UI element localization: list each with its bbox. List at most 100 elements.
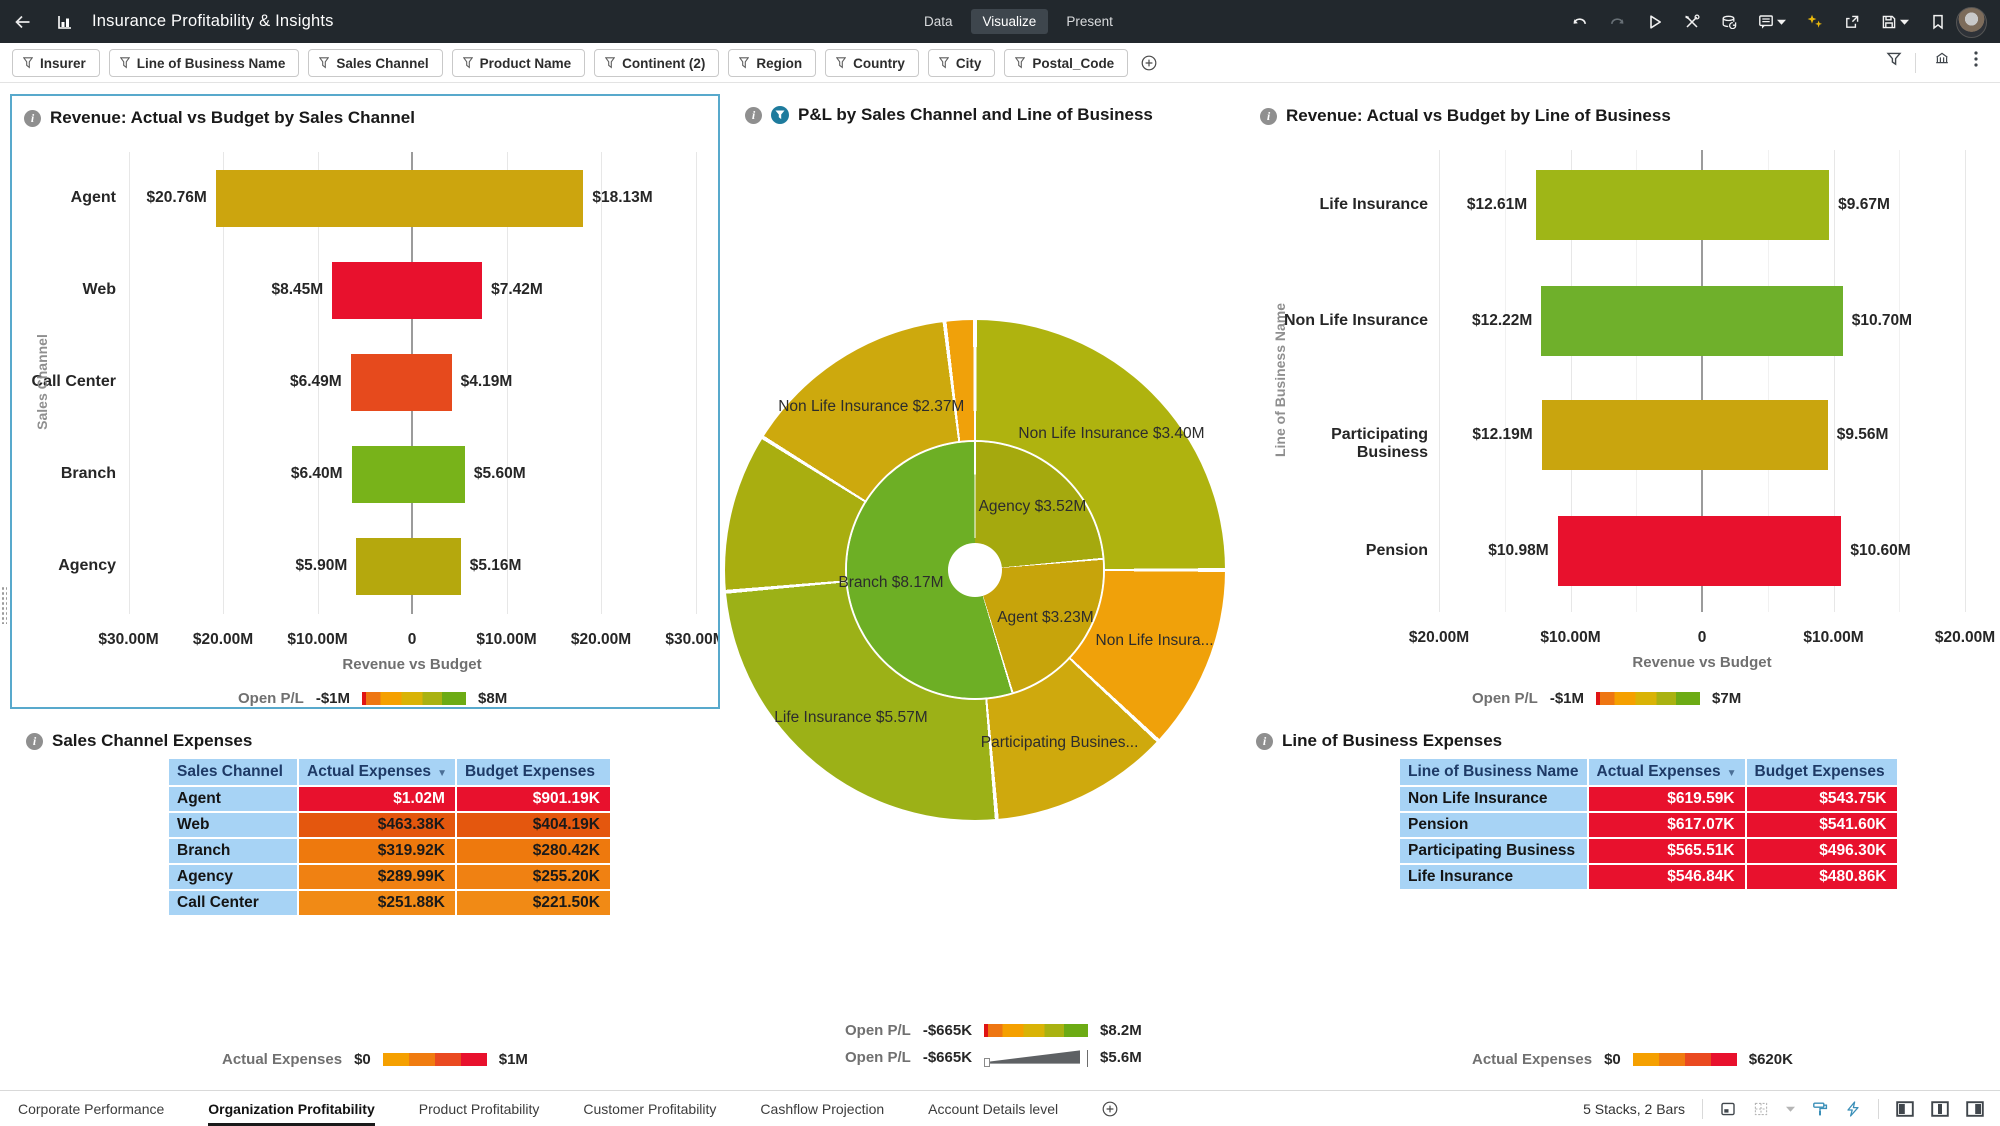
row-label[interactable]: Agency: [169, 865, 297, 889]
tools-icon[interactable]: [1684, 13, 1700, 30]
paint-roller-icon[interactable]: [1812, 1101, 1828, 1117]
undo-icon[interactable]: [1571, 15, 1588, 28]
canvas-tab-corporate-performance[interactable]: Corporate Performance: [18, 1100, 165, 1117]
info-icon[interactable]: i: [1256, 732, 1273, 750]
budget-expenses-cell[interactable]: $480.86K: [1746, 865, 1897, 889]
info-icon[interactable]: i: [1260, 107, 1277, 125]
canvas-tab-cashflow-projection[interactable]: Cashflow Projection: [760, 1100, 885, 1117]
filter-chip-country[interactable]: Country: [825, 49, 919, 77]
chart-panel-revenue-by-line-of-business[interactable]: i Revenue: Actual vs Budget by Line of B…: [1256, 94, 2000, 705]
header-tab-visualize[interactable]: Visualize: [970, 9, 1049, 34]
actual-expenses-cell[interactable]: $251.88K: [299, 891, 455, 915]
actual-bar-non-life-insurance[interactable]: [1541, 286, 1702, 356]
budget-bar-pension[interactable]: [1702, 516, 1842, 586]
column-header-budget-expenses[interactable]: Budget Expenses: [456, 759, 610, 785]
actual-expenses-cell[interactable]: $319.92K: [299, 839, 455, 863]
header-tab-present[interactable]: Present: [1066, 14, 1113, 29]
add-canvas-icon[interactable]: [1102, 1101, 1118, 1117]
canvas-tab-product-profitability[interactable]: Product Profitability: [418, 1100, 540, 1117]
row-label[interactable]: Agent: [169, 787, 297, 811]
avatar[interactable]: [1956, 7, 1987, 38]
column-header-actual-expenses[interactable]: Actual Expenses ▼: [299, 759, 455, 785]
row-label[interactable]: Non Life Insurance: [1400, 787, 1587, 811]
budget-bar-agency[interactable]: [412, 537, 461, 595]
layout-right-icon[interactable]: [1966, 1100, 1984, 1117]
budget-expenses-cell[interactable]: $901.19K: [456, 787, 610, 811]
actual-expenses-cell[interactable]: $463.38K: [299, 813, 455, 837]
bookmark-icon[interactable]: [1930, 14, 1946, 30]
filter-chip-insurer[interactable]: Insurer: [12, 49, 100, 77]
notes-icon[interactable]: [1758, 14, 1786, 30]
filter-chip-continent-2[interactable]: Continent (2): [594, 49, 720, 77]
row-label[interactable]: Branch: [169, 839, 297, 863]
budget-bar-call-center[interactable]: [412, 353, 452, 411]
panel-drag-handle[interactable]: [1, 586, 7, 624]
budget-expenses-cell[interactable]: $496.30K: [1746, 839, 1897, 863]
canvas-tab-organization-profitability[interactable]: Organization Profitability: [208, 1091, 376, 1126]
budget-bar-non-life-insurance[interactable]: [1702, 286, 1843, 356]
auto-insights-icon[interactable]: [1807, 14, 1823, 29]
row-label[interactable]: Web: [169, 813, 297, 837]
column-header-sales-channel[interactable]: Sales Channel: [169, 759, 297, 785]
layout-center-icon[interactable]: [1931, 1100, 1949, 1117]
filter-chip-line-of-business-name[interactable]: Line of Business Name: [108, 49, 300, 77]
actual-expenses-cell[interactable]: $619.59K: [1588, 787, 1745, 811]
actual-expenses-cell[interactable]: $289.99K: [299, 865, 455, 889]
lightning-icon[interactable]: [1845, 1100, 1861, 1117]
header-tab-data[interactable]: Data: [924, 14, 953, 29]
present-play-icon[interactable]: [1647, 14, 1663, 30]
row-label[interactable]: Life Insurance: [1400, 865, 1587, 889]
filter-chip-postal-code[interactable]: Postal_Code: [1004, 49, 1129, 77]
layout-left-icon[interactable]: [1896, 1100, 1914, 1117]
actual-bar-call-center[interactable]: [350, 353, 412, 411]
actual-bar-participating-business[interactable]: [1541, 400, 1702, 470]
row-label[interactable]: Call Center: [169, 891, 297, 915]
share-icon[interactable]: [1844, 14, 1860, 30]
filter-chip-product-name[interactable]: Product Name: [451, 49, 586, 77]
sunburst-inner-ring[interactable]: [847, 442, 1103, 698]
canvas-tab-account-details-level[interactable]: Account Details level: [928, 1100, 1059, 1117]
chart-panel-revenue-by-sales-channel[interactable]: i Revenue: Actual vs Budget by Sales Cha…: [10, 94, 720, 709]
column-header-actual-expenses[interactable]: Actual Expenses ▼: [1588, 759, 1745, 785]
filter-chip-city[interactable]: City: [927, 49, 996, 77]
actual-bar-web[interactable]: [332, 261, 412, 319]
kebab-menu-icon[interactable]: [1974, 51, 1978, 67]
budget-expenses-cell[interactable]: $541.60K: [1746, 813, 1897, 837]
budget-expenses-cell[interactable]: $280.42K: [456, 839, 610, 863]
budget-expenses-cell[interactable]: $404.19K: [456, 813, 610, 837]
actual-bar-agent[interactable]: [215, 169, 412, 227]
budget-expenses-cell[interactable]: $221.50K: [456, 891, 610, 915]
budget-bar-agent[interactable]: [412, 169, 584, 227]
actual-bar-branch[interactable]: [351, 445, 412, 503]
row-label[interactable]: Pension: [1400, 813, 1587, 837]
info-icon[interactable]: i: [26, 732, 43, 750]
viz-settings-icon[interactable]: [1934, 51, 1950, 66]
filter-chip-region[interactable]: Region: [728, 49, 817, 77]
filter-chip-sales-channel[interactable]: Sales Channel: [308, 49, 443, 77]
actual-expenses-cell[interactable]: $1.02M: [299, 787, 455, 811]
actual-expenses-cell[interactable]: $565.51K: [1588, 839, 1745, 863]
info-icon[interactable]: i: [745, 106, 762, 124]
actual-expenses-cell[interactable]: $617.07K: [1588, 813, 1745, 837]
budget-bar-participating-business[interactable]: [1702, 400, 1828, 470]
actual-bar-pension[interactable]: [1557, 516, 1702, 586]
filter-funnel-icon[interactable]: [1886, 51, 1902, 67]
add-filter-icon[interactable]: [1141, 55, 1157, 71]
data-refresh-icon[interactable]: [1721, 15, 1737, 29]
info-icon[interactable]: i: [24, 109, 41, 127]
grid-caret-icon[interactable]: [1786, 1106, 1795, 1112]
filter-applied-icon[interactable]: [771, 106, 789, 124]
back-arrow-icon[interactable]: [0, 0, 44, 43]
actual-bar-agency[interactable]: [356, 537, 412, 595]
budget-bar-web[interactable]: [412, 261, 483, 319]
grid-icon[interactable]: [1753, 1101, 1769, 1117]
column-header-line-of-business-name[interactable]: Line of Business Name: [1400, 759, 1587, 785]
actual-bar-life-insurance[interactable]: [1536, 170, 1702, 240]
budget-expenses-cell[interactable]: $255.20K: [456, 865, 610, 889]
budget-bar-life-insurance[interactable]: [1702, 170, 1830, 240]
column-header-budget-expenses[interactable]: Budget Expenses: [1746, 759, 1897, 785]
row-label[interactable]: Participating Business: [1400, 839, 1587, 863]
save-icon[interactable]: [1881, 14, 1909, 30]
budget-expenses-cell[interactable]: $543.75K: [1746, 787, 1897, 811]
budget-bar-branch[interactable]: [412, 445, 465, 503]
